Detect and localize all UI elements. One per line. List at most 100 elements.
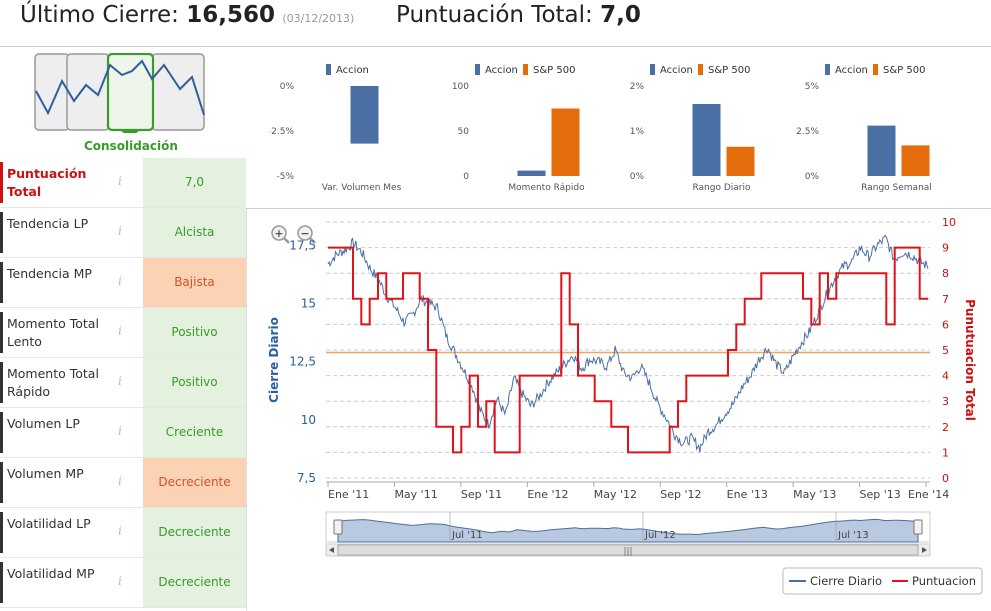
- x-tick-label: May '11: [394, 488, 437, 501]
- y-right-tick-label: 5: [942, 344, 949, 357]
- chart-rango-diario: Accion S&P 500 2% 1% 0% Rango Diario: [630, 64, 755, 193]
- y-right-tick-label: 7: [942, 293, 949, 306]
- bar-accion: [692, 104, 721, 176]
- y-tick-label: 1%: [630, 127, 645, 137]
- x-tick-label: Ene '14: [908, 488, 949, 501]
- row-marker: [0, 162, 3, 203]
- y-tick-label: 0%: [630, 172, 645, 182]
- chart-rango-semanal: Accion S&P 500 5% 2.5% 0% Rango Semanal: [796, 64, 932, 193]
- row-marker: [0, 312, 3, 353]
- scrollbar-thumb[interactable]: [337, 544, 919, 556]
- scroll-right-icon[interactable]: [922, 547, 927, 553]
- y-tick-label: -5%: [276, 172, 294, 182]
- x-tick-label: Sep '13: [860, 488, 901, 501]
- indicator-label: Volatilidad LP: [7, 516, 91, 531]
- y-left-tick-label: 15: [301, 296, 316, 310]
- total-score-value: 7,0: [600, 2, 641, 28]
- legend-swatch: [475, 64, 480, 75]
- legend-label: S&P 500: [533, 65, 575, 76]
- chart-title: Var. Volumen Mes: [322, 183, 402, 193]
- indicator-value: Decreciente: [143, 458, 246, 507]
- y-tick-label: 50: [458, 127, 470, 137]
- bar-sp500: [726, 146, 755, 176]
- row-marker: [0, 212, 3, 253]
- legend-label: S&P 500: [883, 65, 925, 76]
- pattern-thumbnail[interactable]: [34, 53, 206, 133]
- y-right-tick-label: 9: [942, 242, 949, 255]
- legend-swatch: [873, 64, 878, 75]
- zoom-in-icon[interactable]: +: [271, 225, 290, 244]
- navigator-handle-left[interactable]: [333, 519, 343, 535]
- row-marker: [0, 412, 3, 453]
- last-close-label: Último Cierre:: [20, 2, 179, 28]
- x-tick-label: Sep '12: [660, 488, 701, 501]
- legend-label: Accion: [835, 65, 868, 76]
- y-right-tick-label: 1: [942, 446, 949, 459]
- total-score-label: Puntuación Total:: [396, 2, 593, 28]
- series-puntuacion: [328, 246, 928, 454]
- indicator-row[interactable]: Tendencia MP i Bajista: [0, 258, 246, 308]
- navigator-handle-right[interactable]: [913, 519, 923, 535]
- indicator-label: Volumen LP: [7, 416, 80, 431]
- info-icon[interactable]: i: [118, 574, 122, 588]
- legend-swatch: [326, 64, 331, 75]
- indicator-label: Momento Total Lento: [7, 316, 99, 349]
- info-icon[interactable]: i: [118, 524, 122, 538]
- zoom-out-icon-ring: [297, 225, 313, 241]
- info-icon[interactable]: i: [118, 224, 122, 238]
- y-left-tick-label: 7,5: [297, 471, 316, 485]
- info-icon[interactable]: i: [118, 374, 122, 388]
- info-icon[interactable]: i: [118, 474, 122, 488]
- row-marker: [0, 262, 3, 303]
- indicator-row[interactable]: Volatilidad LP i Decreciente: [0, 508, 246, 558]
- indicator-row[interactable]: Puntuación Total i 7,0: [0, 158, 246, 208]
- zoom-in-icon-handle: [283, 237, 290, 244]
- zoom-out-icon-glyph: −: [300, 227, 309, 240]
- scroll-left-icon[interactable]: [329, 547, 334, 553]
- indicator-value: Decreciente: [143, 508, 246, 557]
- zoom-in-icon-glyph: +: [274, 227, 283, 240]
- y-left-tick-label: 17,5: [289, 238, 316, 252]
- info-icon[interactable]: i: [118, 324, 122, 338]
- y-tick-label: 0%: [280, 82, 295, 92]
- legend-label: Accion: [485, 65, 518, 76]
- navigator-label: Jul '11: [451, 530, 483, 541]
- last-close: Último Cierre: 16,560 (03/12/2013): [20, 2, 354, 28]
- y-right-axis-title: Punutuacion Total: [963, 299, 977, 421]
- x-tick-label: May '13: [793, 488, 836, 501]
- zoom-out-icon[interactable]: −: [297, 225, 316, 244]
- y-tick-label: 0: [463, 172, 469, 182]
- legend-frame: [782, 567, 983, 595]
- y-right-tick-label: 0: [942, 472, 949, 485]
- x-tick-label: Sep '11: [461, 488, 502, 501]
- indicator-value: Positivo: [143, 358, 246, 407]
- chart-momento-rapido: Accion S&P 500 100 50 0 Momento Rápido: [452, 64, 585, 193]
- indicator-value: Positivo: [143, 308, 246, 357]
- row-marker: [0, 562, 3, 603]
- zoom-in-icon-ring: [271, 225, 287, 241]
- y-left-tick-label: 12,5: [289, 355, 316, 369]
- indicator-value: Alcista: [143, 208, 246, 257]
- indicator-row[interactable]: Volumen LP i Creciente: [0, 408, 246, 458]
- info-icon[interactable]: i: [118, 424, 122, 438]
- indicator-value: Decreciente: [143, 558, 246, 607]
- indicator-label: Tendencia MP: [7, 266, 92, 281]
- divider: [246, 208, 247, 611]
- indicator-row[interactable]: Momento Total Rápido i Positivo: [0, 358, 246, 408]
- main-legend[interactable]: Cierre Diario Puntuacion: [782, 567, 983, 595]
- info-icon[interactable]: i: [118, 274, 122, 288]
- indicator-row[interactable]: Tendencia LP i Alcista: [0, 208, 246, 258]
- y-tick-label: 2.5%: [796, 127, 819, 137]
- indicator-row[interactable]: Volumen MP i Decreciente: [0, 458, 246, 508]
- bar-accion: [867, 125, 896, 176]
- info-icon[interactable]: i: [118, 174, 122, 188]
- last-close-date: (03/12/2013): [282, 12, 355, 25]
- chart-title: Rango Semanal: [861, 183, 932, 193]
- indicator-row[interactable]: Momento Total Lento i Positivo: [0, 308, 246, 358]
- x-tick-label: Ene '13: [727, 488, 768, 501]
- legend-label-cierre: Cierre Diario: [810, 574, 882, 588]
- x-tick-label: Ene '11: [328, 488, 369, 501]
- indicator-row[interactable]: Volatilidad MP i Decreciente: [0, 558, 246, 608]
- row-marker: [0, 362, 3, 403]
